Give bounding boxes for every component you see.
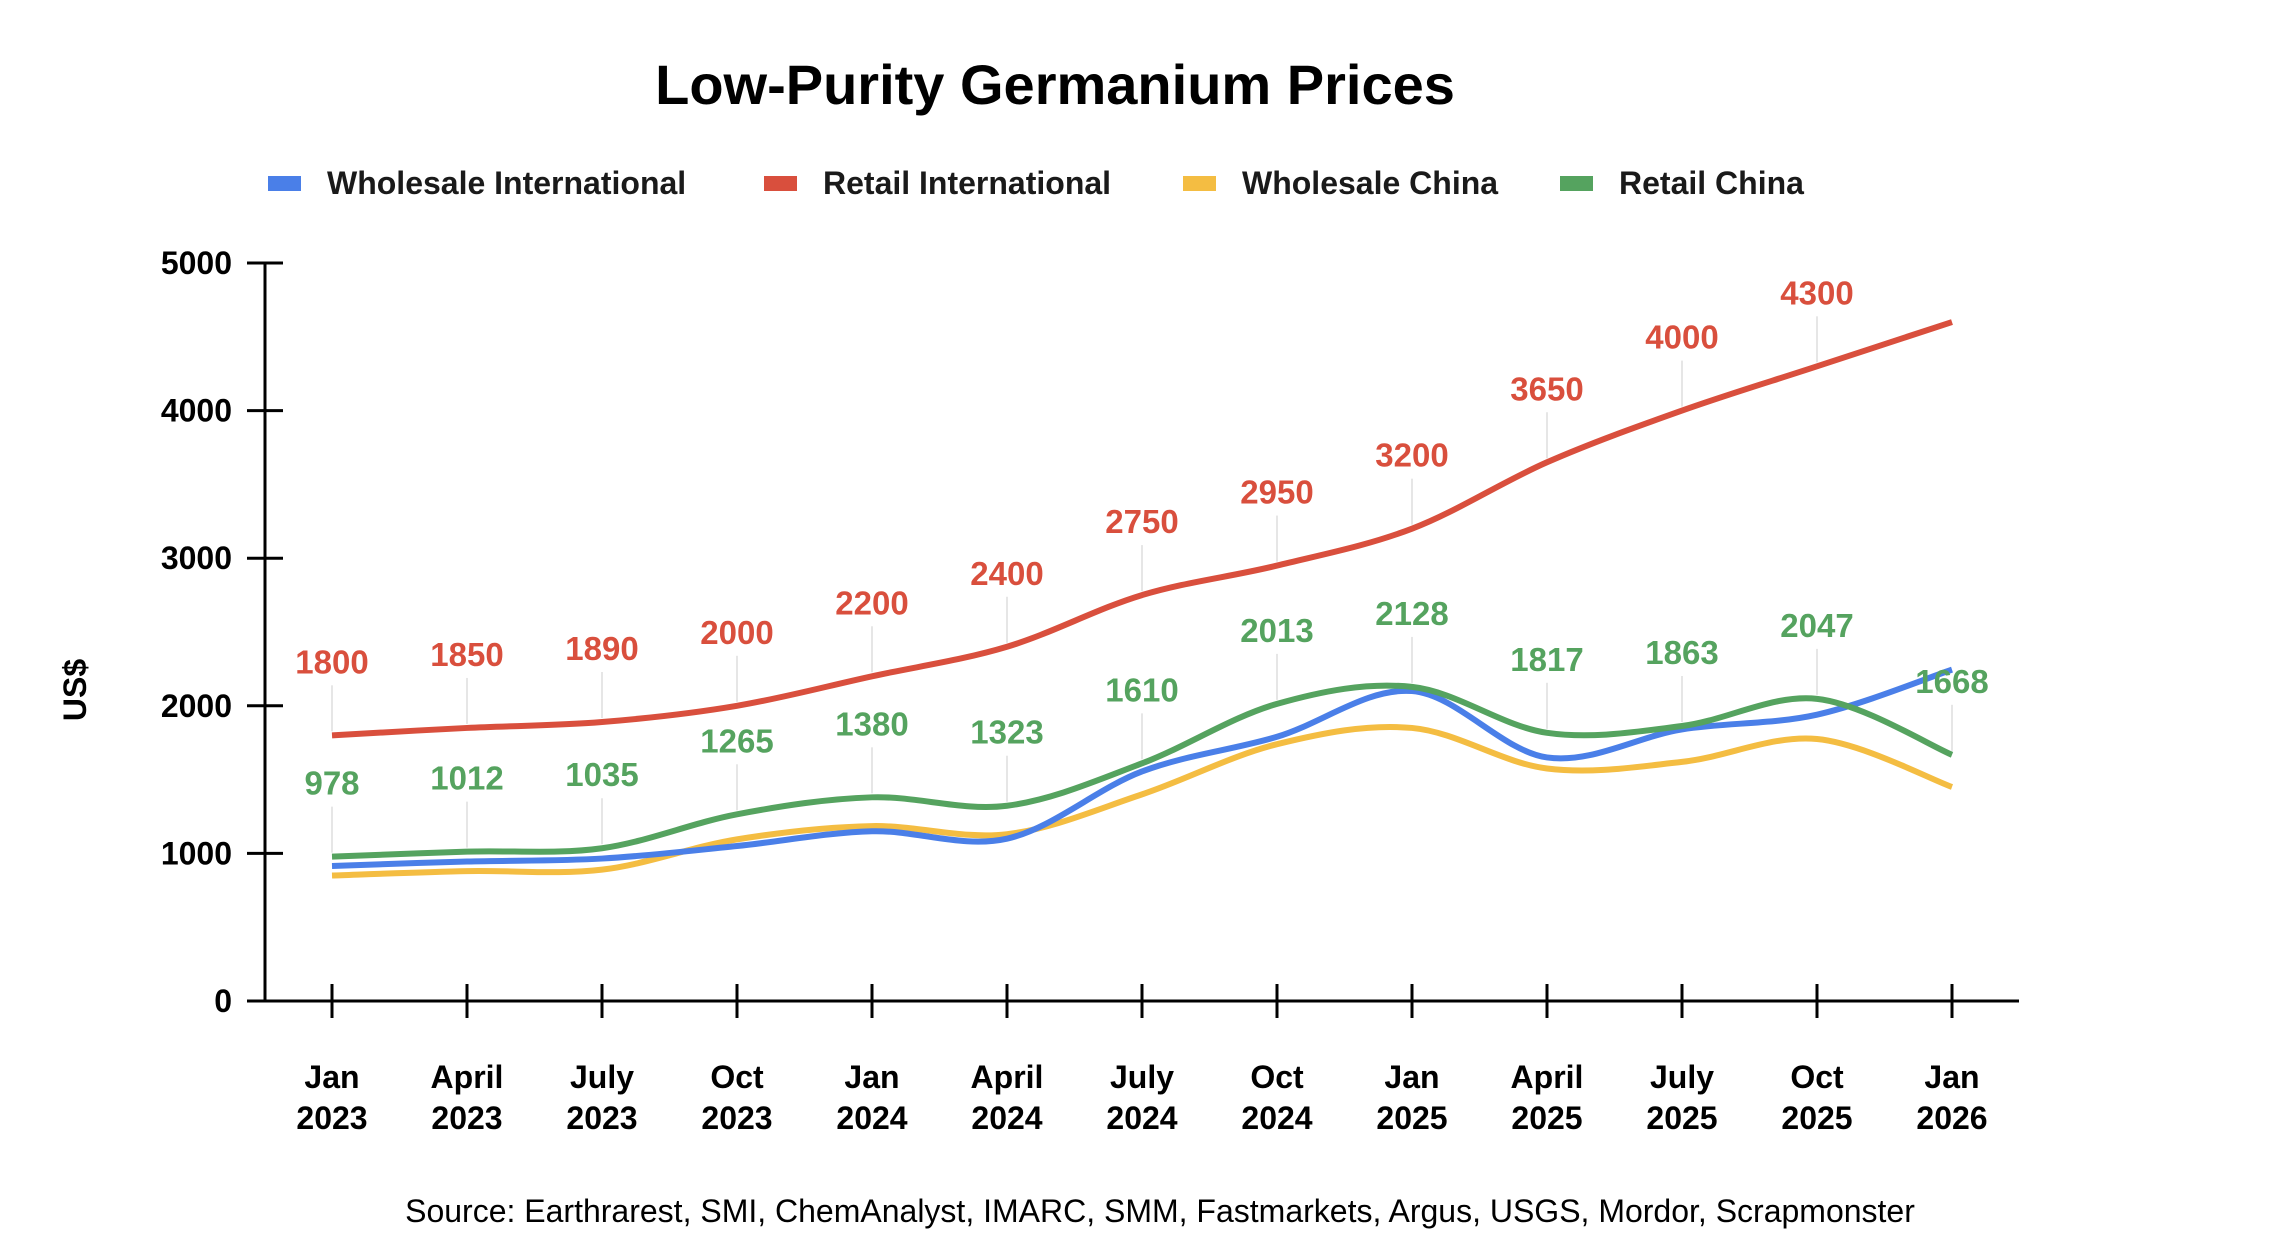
data-label: 2047 — [1780, 607, 1853, 644]
x-tick-label: Jan 2026 — [1916, 1059, 1987, 1136]
data-label: 1850 — [430, 636, 503, 673]
data-label: 1035 — [565, 756, 638, 793]
data-label: 1890 — [565, 630, 638, 667]
data-label-leaders — [331, 316, 1953, 853]
legend: Wholesale International Retail Internatio… — [268, 165, 1804, 201]
legend-item[interactable]: Wholesale International — [268, 165, 686, 201]
data-label: 4300 — [1780, 274, 1853, 311]
data-label: 1863 — [1645, 634, 1718, 671]
y-tick-label: 4000 — [161, 393, 232, 429]
chart-title: Low-Purity Germanium Prices — [655, 53, 1455, 116]
legend-label: Retail China — [1619, 165, 1804, 201]
series-line-wholesale-international[interactable] — [331, 666, 1953, 869]
legend-item[interactable]: Retail China — [1560, 165, 1804, 201]
y-tick-label: 2000 — [161, 688, 232, 724]
data-label: 3650 — [1510, 370, 1583, 407]
series-line-retail-international[interactable] — [331, 319, 1953, 739]
data-label: 1380 — [835, 705, 908, 742]
data-label: 1817 — [1510, 641, 1583, 678]
legend-swatch — [1560, 176, 1593, 191]
legend-item[interactable]: Wholesale China — [1183, 165, 1498, 201]
data-label: 1323 — [970, 714, 1043, 751]
data-labels: 1800 1850 1890 2000 2200 2400 2750 2950 3200 3650… — [295, 274, 1988, 801]
x-tick-label: Oct 2023 — [701, 1059, 772, 1136]
y-tick-label: 1000 — [161, 835, 232, 871]
data-label: 2750 — [1105, 503, 1178, 540]
legend-item[interactable]: Retail International — [764, 165, 1111, 201]
data-label: 2128 — [1375, 595, 1448, 632]
data-label: 1610 — [1105, 671, 1178, 708]
legend-swatch — [1183, 176, 1216, 191]
data-label: 978 — [304, 765, 359, 802]
series-lines — [331, 319, 1954, 879]
legend-label: Retail International — [823, 165, 1111, 201]
x-tick-label: Jan 2025 — [1376, 1059, 1447, 1136]
x-tick-label: April 2023 — [431, 1059, 504, 1136]
x-tick-label: July 2024 — [1106, 1059, 1177, 1136]
legend-swatch — [764, 176, 797, 191]
data-label: 1800 — [295, 643, 368, 680]
y-tick-label: 5000 — [161, 245, 232, 281]
x-tick-label: July 2025 — [1646, 1059, 1717, 1136]
legend-label: Wholesale China — [1242, 165, 1498, 201]
x-tick-label: Oct 2025 — [1781, 1059, 1852, 1136]
series-line-wholesale-china[interactable] — [331, 723, 1954, 879]
data-label: 4000 — [1645, 319, 1718, 356]
data-label: 2013 — [1240, 612, 1313, 649]
data-label: 3200 — [1375, 437, 1448, 474]
x-tick-label: Oct 2024 — [1241, 1059, 1312, 1136]
data-label: 1668 — [1915, 663, 1988, 700]
x-tick-label: April 2024 — [971, 1059, 1044, 1136]
data-label: 2950 — [1240, 474, 1313, 511]
y-axis: 0 1000 2000 3000 4000 5000 — [161, 245, 283, 1019]
series-line-retail-china[interactable] — [331, 682, 1954, 860]
x-tick-label: July 2023 — [566, 1059, 637, 1136]
legend-label: Wholesale International — [327, 165, 686, 201]
data-label: 2400 — [970, 555, 1043, 592]
legend-swatch — [268, 176, 301, 191]
x-axis: Jan 2023 April 2023 July 2023 Oct 2023 Jan 2024 Ap… — [247, 984, 2019, 1136]
x-tick-label: April 2025 — [1511, 1059, 1584, 1136]
source-note: Source: Earthrarest, SMI, ChemAnalyst, I… — [405, 1193, 1915, 1229]
y-axis-title: US$ — [57, 659, 93, 721]
data-label: 2200 — [835, 584, 908, 621]
data-label: 2000 — [700, 614, 773, 651]
x-tick-label: Jan 2023 — [296, 1059, 367, 1136]
x-tick-label: Jan 2024 — [836, 1059, 907, 1136]
data-label: 1265 — [700, 722, 773, 759]
y-tick-label: 3000 — [161, 540, 232, 576]
y-tick-label: 0 — [214, 983, 232, 1019]
data-label: 1012 — [430, 760, 503, 797]
